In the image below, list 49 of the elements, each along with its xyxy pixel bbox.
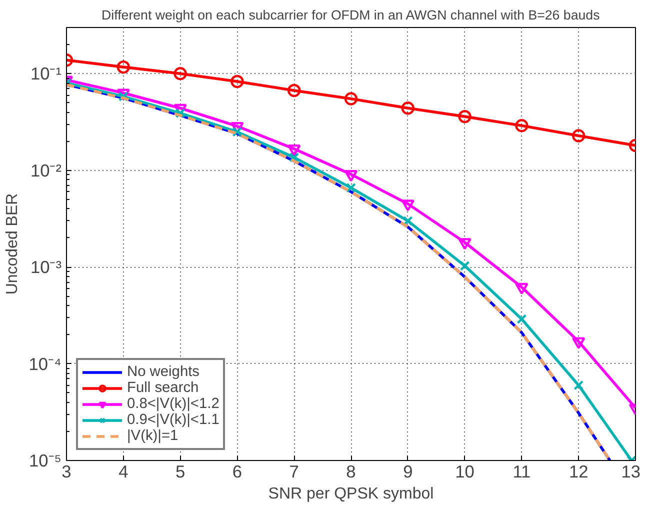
point [116, 60, 130, 74]
x-tick-label: 12 [568, 462, 588, 482]
point [344, 92, 358, 106]
point [458, 110, 472, 124]
x-tick-label: 13 [621, 462, 641, 482]
legend-label: Full search [127, 380, 199, 396]
point [401, 200, 414, 212]
point [289, 152, 300, 162]
legend-label: 0.9<|V(k)|<1.1 [127, 412, 220, 428]
point [288, 84, 301, 98]
x-axis-title: SNR per QPSK symbol [268, 486, 434, 502]
legend-label: |V(k)|=1 [127, 428, 178, 444]
point [572, 337, 586, 349]
point [174, 67, 187, 80]
point [515, 282, 528, 295]
point [288, 144, 301, 156]
point [232, 126, 242, 137]
point [344, 170, 358, 182]
x-tick-label: 7 [289, 462, 299, 482]
x-tick-label: 8 [346, 462, 356, 482]
point [230, 74, 244, 88]
y-tick-label: 10⁻¹ [30, 64, 62, 84]
x-tick-label: 9 [403, 462, 413, 482]
point [118, 92, 128, 102]
point [346, 182, 356, 193]
x-tick-label: 4 [118, 462, 129, 482]
y-tick-label: 10⁻⁵ [29, 450, 62, 470]
point [460, 260, 470, 271]
point [516, 314, 527, 324]
legend-label: No weights [127, 364, 200, 380]
x-tick-label: 5 [175, 462, 186, 482]
y-tick-label: 10⁻⁴ [28, 354, 62, 374]
point [572, 129, 586, 142]
x-tick-label: 6 [232, 462, 242, 482]
point [458, 238, 472, 250]
y-tick-label: 10⁻² [30, 160, 62, 180]
x-tick-label: 10 [455, 462, 474, 482]
point [402, 216, 413, 226]
chart-title: Different weight on each subcarrier for OFDM in an AWGN channel with B=26 bauds [102, 8, 600, 22]
y-axis-title: Uncoded BER [4, 193, 21, 295]
y-tick-label: 10⁻³ [30, 257, 62, 278]
point [574, 380, 584, 390]
point [515, 119, 528, 132]
x-tick-label: 3 [62, 462, 72, 482]
point [175, 108, 186, 118]
point [401, 102, 414, 115]
point [116, 88, 130, 100]
x-tick-label: 11 [512, 462, 531, 482]
legend-label: 0.8<|V(k)|<1.2 [127, 396, 220, 412]
